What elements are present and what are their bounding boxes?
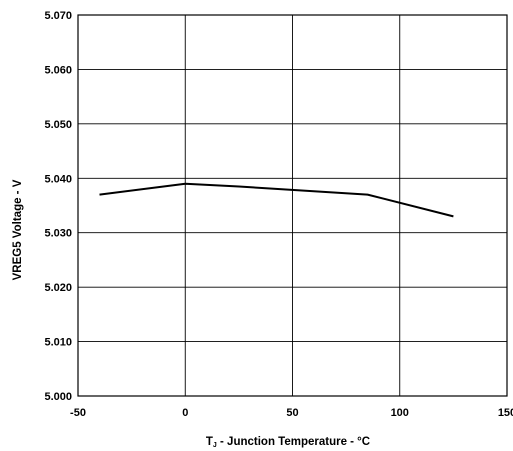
y-tick-label: 5.060 [44, 64, 72, 76]
y-tick-label: 5.070 [44, 10, 72, 22]
x-tick-label: 150 [498, 407, 513, 419]
x-tick-label: -50 [70, 407, 86, 419]
y-tick-label: 5.030 [44, 228, 72, 240]
y-tick-label: 5.040 [44, 173, 72, 185]
series-line [99, 182, 454, 218]
y-axis-tick-labels: 5.000 5.010 5.020 5.030 5.040 5.050 5.060 5.070 [44, 10, 72, 403]
plot-frame [77, 14, 508, 397]
series-group [99, 182, 454, 218]
x-tick-label: 0 [182, 407, 188, 419]
y-axis-title: VREG5 Voltage - V [12, 179, 24, 280]
grid-lines [78, 15, 507, 396]
x-axis-title-rest: - Junction Temperature - °C [217, 436, 370, 448]
y-tick-label: 5.000 [44, 391, 72, 403]
y-tick-label: 5.010 [44, 337, 72, 349]
x-tick-label: 50 [286, 407, 298, 419]
y-tick-label: 5.050 [44, 119, 72, 131]
x-axis-title: TJ - Junction Temperature - °C [206, 436, 370, 449]
y-tick-label: 5.020 [44, 282, 72, 294]
x-axis-title-subscript: J [213, 442, 217, 449]
x-tick-label: 100 [391, 407, 409, 419]
x-axis-title-main: T [206, 436, 213, 448]
x-axis-tick-labels: -50 0 50 100 150 [70, 407, 513, 419]
